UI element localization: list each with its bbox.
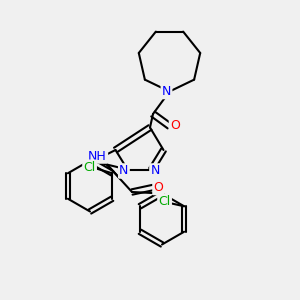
Text: N: N (119, 164, 129, 178)
Text: Cl: Cl (83, 161, 96, 174)
Text: O: O (154, 181, 163, 194)
Text: N: N (162, 85, 171, 98)
Text: Cl: Cl (158, 195, 171, 208)
Text: O: O (170, 119, 180, 133)
Text: NH: NH (88, 149, 107, 163)
Text: N: N (150, 164, 160, 178)
